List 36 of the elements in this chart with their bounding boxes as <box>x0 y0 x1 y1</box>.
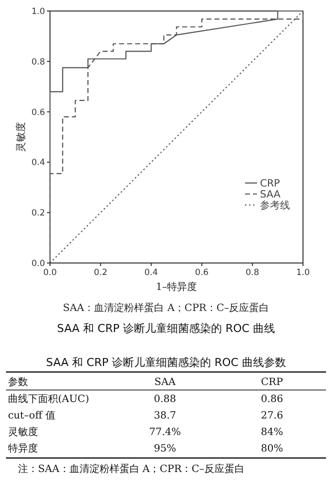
y-tick-label: 1.0 <box>31 7 45 17</box>
text: 95% <box>154 444 176 454</box>
category-label: 特异度 <box>8 444 38 454</box>
x-tick-label: 0.8 <box>246 268 260 278</box>
y-tick-label: 0.6 <box>31 108 45 118</box>
x-tick-label: 0.6 <box>195 268 209 278</box>
text: 84% <box>260 427 284 438</box>
x-axis-title: 1–特异度 <box>156 281 198 293</box>
x-tick-label: 0.0 <box>43 268 57 278</box>
category-label: 曲线下面积(AUC) <box>8 394 90 405</box>
text: 0.86 <box>260 394 284 405</box>
y-tick-label: 0.0 <box>31 259 45 269</box>
category-label: 参数 <box>8 376 28 388</box>
x-tick-label: 0.4 <box>144 268 158 278</box>
y-tick-label: 0.2 <box>31 208 45 219</box>
y-axis-title: 灵敏度 <box>15 122 27 152</box>
text: SAA 和 CRP 诊断儿童细菌感染的 ROC 曲线 <box>57 322 275 335</box>
y-tick-label: 0.8 <box>31 57 45 68</box>
legend-label: 参考线 <box>260 200 290 212</box>
x-tick-label: 0.2 <box>94 268 108 278</box>
text: 0.88 <box>154 394 176 405</box>
text: 注：SAA：血清淀粉样蛋白 A；CPR：C–反应蛋白 <box>18 463 244 475</box>
text: 38.7 <box>154 410 176 422</box>
text: 27.6 <box>260 410 284 422</box>
category-label: CRP <box>261 377 284 388</box>
legend-label: SAA <box>260 190 281 200</box>
text: 80% <box>260 444 284 454</box>
x-tick-label: 1.0 <box>296 268 310 278</box>
legend-label: CRP <box>260 178 280 190</box>
category-label: SAA <box>154 377 176 388</box>
text: SAA：血清淀粉样蛋白 A；CPR：C–反应蛋白 <box>62 302 270 314</box>
text: 77.4% <box>149 427 181 438</box>
category-label: 灵敏度 <box>8 427 38 438</box>
y-tick-label: 0.4 <box>31 158 45 168</box>
text: SAA 和 CRP 诊断儿童细菌感染的 ROC 曲线参数 <box>46 356 286 369</box>
category-label: cut–off 值 <box>8 410 56 422</box>
